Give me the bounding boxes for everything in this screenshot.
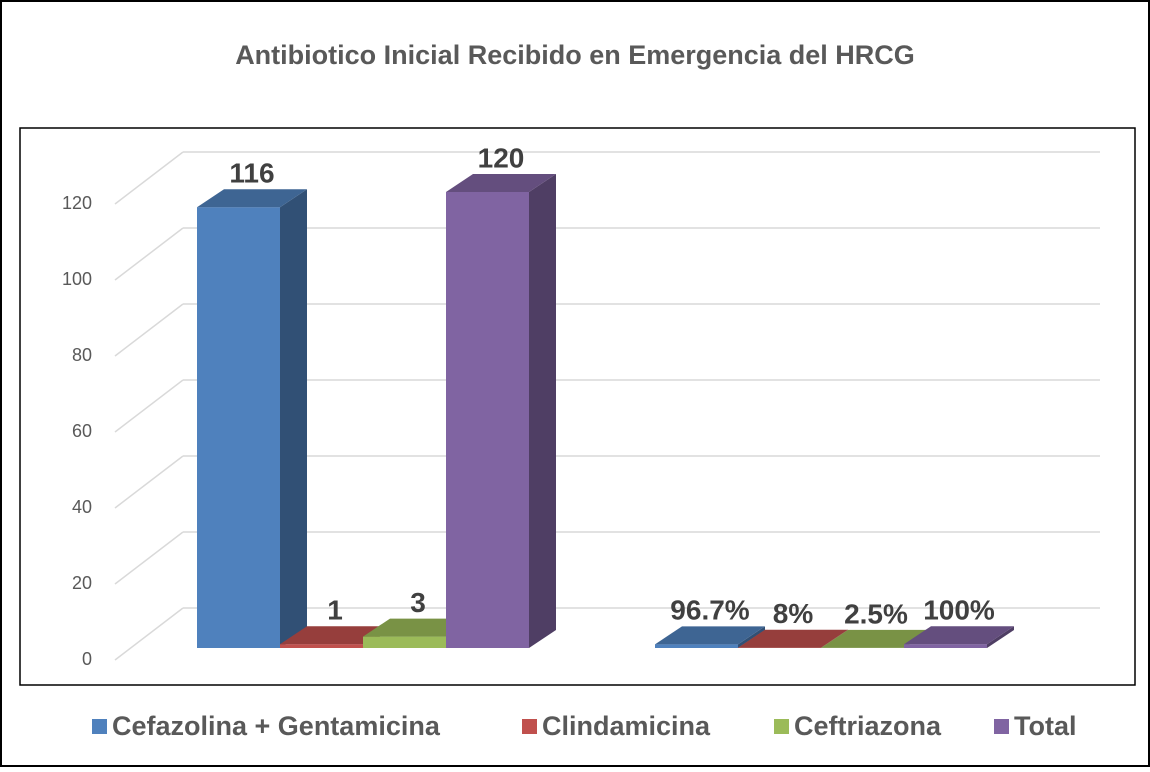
legend-label: Clindamicina <box>542 711 711 741</box>
data-label: 2.5% <box>844 598 908 629</box>
bar <box>446 174 556 648</box>
data-label: 8% <box>773 598 814 629</box>
legend-label: Ceftriazona <box>794 711 942 741</box>
y-tick-label: 40 <box>72 497 92 517</box>
legend-label: Total <box>1014 711 1077 741</box>
legend-label: Cefazolina + Gentamicina <box>112 711 441 741</box>
bar-front <box>363 637 446 648</box>
bar-front <box>655 644 738 648</box>
legend-swatch <box>994 719 1009 734</box>
data-label: 1 <box>327 595 343 626</box>
bar-front <box>197 207 280 648</box>
bar-front <box>446 192 529 648</box>
bar <box>197 189 307 648</box>
y-tick-label: 20 <box>72 573 92 593</box>
data-label: 120 <box>478 142 525 173</box>
y-tick-label: 100 <box>62 269 92 289</box>
y-tick-label: 60 <box>72 421 92 441</box>
bar-side <box>280 189 307 648</box>
bar-side <box>529 174 556 648</box>
data-label: 96.7% <box>670 595 749 626</box>
legend-swatch <box>522 719 537 734</box>
bar-front <box>904 644 987 648</box>
y-tick-label: 0 <box>82 649 92 669</box>
chart-title: Antibiotico Inicial Recibido en Emergenc… <box>235 40 915 70</box>
y-tick-label: 80 <box>72 345 92 365</box>
data-label: 100% <box>923 595 995 626</box>
y-tick-label: 120 <box>62 193 92 213</box>
legend-swatch <box>774 719 789 734</box>
data-label: 116 <box>229 158 274 189</box>
legend: Cefazolina + Gentamicina Clindamicina Ceft… <box>92 711 1077 741</box>
legend-swatch <box>92 719 107 734</box>
bar-front <box>280 644 363 648</box>
data-label: 3 <box>410 587 426 618</box>
